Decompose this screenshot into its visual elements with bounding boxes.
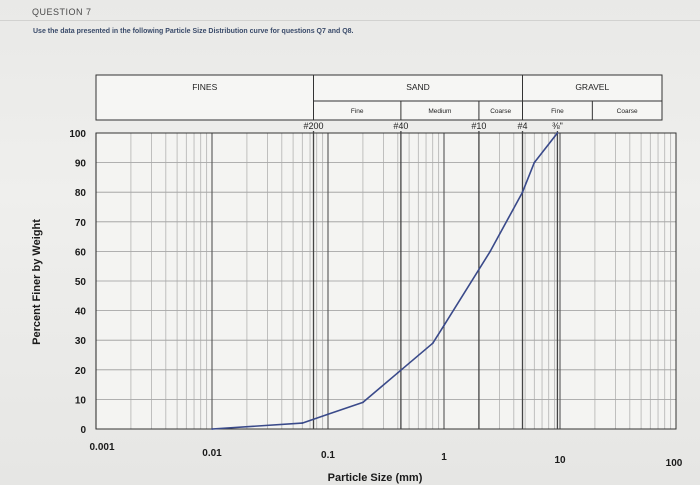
sieve-label: #4 bbox=[517, 121, 527, 131]
data-point bbox=[327, 413, 329, 416]
classification-box bbox=[95, 74, 663, 121]
sieve-label: #40 bbox=[393, 121, 408, 131]
y-tick-label: 20 bbox=[75, 366, 87, 377]
group-label: SAND bbox=[406, 82, 430, 92]
x-tick-label: 100 bbox=[666, 458, 683, 469]
data-point bbox=[301, 422, 304, 424]
x-tick-label: 0.1 bbox=[321, 450, 335, 461]
x-axis-title: Particle Size (mm) bbox=[328, 472, 423, 484]
subgroup-label: Fine bbox=[551, 108, 564, 115]
y-tick-label: 70 bbox=[75, 218, 87, 229]
y-tick-label: 0 bbox=[80, 425, 86, 436]
y-axis-ticks: 0 10 20 30 40 50 60 70 80 90 100 bbox=[69, 129, 86, 436]
subgroup-label: Fine bbox=[351, 108, 364, 115]
x-tick-label: 0.01 bbox=[202, 448, 222, 459]
group-label: FINES bbox=[192, 82, 217, 92]
y-tick-label: 50 bbox=[75, 277, 87, 288]
classification-header: FINES SAND GRAVEL Fine Medium Coarse Fine Coars… bbox=[95, 74, 663, 121]
data-point bbox=[489, 250, 492, 253]
grid bbox=[95, 132, 677, 430]
subgroup-label: Coarse bbox=[490, 108, 511, 115]
y-tick-label: 10 bbox=[75, 395, 87, 406]
series bbox=[211, 132, 559, 430]
data-point bbox=[431, 342, 434, 345]
subgroup-label: Medium bbox=[428, 108, 451, 115]
sieve-label: ⅜" bbox=[552, 121, 563, 131]
data-point bbox=[211, 428, 213, 430]
x-tick-label: 10 bbox=[554, 455, 566, 466]
y-tick-label: 30 bbox=[75, 336, 87, 347]
y-tick-label: 90 bbox=[75, 159, 87, 170]
y-axis-title: Percent Finer by Weight bbox=[31, 219, 43, 345]
data-point bbox=[396, 371, 399, 374]
x-axis-ticks: 0.001 0.01 0.1 1 10 100 bbox=[89, 442, 682, 469]
y-tick-label: 60 bbox=[75, 247, 87, 258]
data-point bbox=[521, 191, 524, 194]
question-label: QUESTION 7 bbox=[32, 7, 92, 17]
sieve-markers: #200 #40 #10 #4 ⅜" bbox=[303, 121, 563, 429]
plot-frame bbox=[95, 132, 677, 430]
y-tick-label: 100 bbox=[69, 129, 86, 140]
data-point bbox=[443, 324, 445, 327]
x-tick-label: 0.001 bbox=[89, 442, 114, 453]
sieve-label: #10 bbox=[471, 121, 486, 131]
header-divider bbox=[0, 20, 700, 21]
y-tick-label: 80 bbox=[75, 188, 87, 199]
data-point bbox=[533, 161, 536, 164]
sieve-label: #200 bbox=[303, 121, 323, 131]
data-point bbox=[362, 401, 364, 404]
subgroup-label: Coarse bbox=[617, 108, 638, 115]
x-tick-label: 1 bbox=[441, 452, 447, 463]
data-point bbox=[556, 132, 559, 134]
group-label: GRAVEL bbox=[575, 82, 609, 92]
question-instructions: Use the data presented in the following … bbox=[33, 28, 354, 35]
y-tick-label: 40 bbox=[75, 307, 87, 318]
